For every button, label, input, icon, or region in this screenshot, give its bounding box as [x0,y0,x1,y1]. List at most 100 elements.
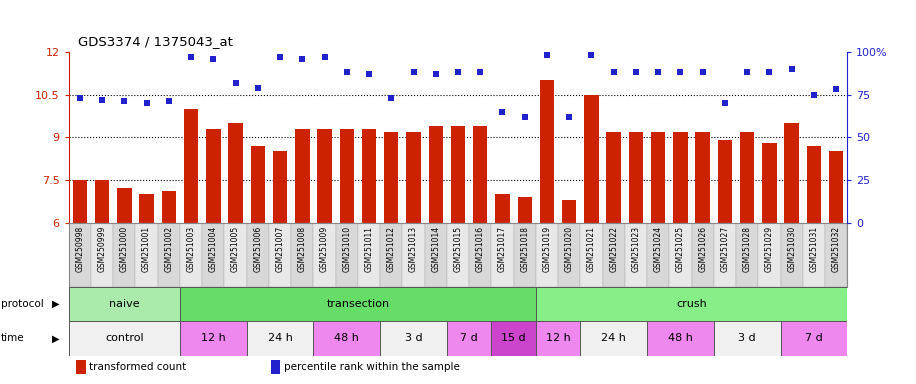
Text: ▶: ▶ [52,333,60,343]
Bar [692,223,714,286]
Text: time: time [1,333,25,343]
Bar [606,131,621,223]
Text: GSM251022: GSM251022 [609,226,618,272]
Point [273,54,288,60]
Bar [313,223,335,286]
Text: 3 d: 3 d [405,333,422,343]
Text: transection: transection [326,299,389,309]
Text: GSM250998: GSM250998 [75,226,84,272]
Bar [271,361,280,374]
Bar [447,223,469,286]
Bar [603,223,625,286]
Text: 7 d: 7 d [460,333,478,343]
Point [429,71,443,77]
Text: GSM251017: GSM251017 [498,226,507,272]
Text: GSM251004: GSM251004 [209,226,218,272]
Text: 7 d: 7 d [805,333,823,343]
Text: GSM251023: GSM251023 [631,226,640,272]
Bar [384,131,398,223]
Text: GSM251024: GSM251024 [654,226,662,272]
Bar [251,146,265,223]
Point [228,79,243,86]
Text: GSM251031: GSM251031 [810,226,818,272]
Bar [69,223,91,286]
Text: GSM251019: GSM251019 [542,226,551,272]
Bar [518,197,532,223]
Text: 12 h: 12 h [201,333,225,343]
Bar [114,223,136,286]
Point [496,109,510,115]
Text: GSM251012: GSM251012 [387,226,396,272]
Text: protocol: protocol [1,299,44,309]
Bar [491,321,536,356]
Point [673,69,688,75]
Point [628,69,643,75]
Bar [670,223,692,286]
Bar [246,223,269,286]
Bar [740,131,755,223]
Point [473,69,487,75]
Point [807,91,822,98]
Point [72,95,87,101]
Bar [536,321,581,356]
Point [584,52,599,58]
Point [451,69,465,75]
Text: GSM251001: GSM251001 [142,226,151,272]
Text: GSM251005: GSM251005 [231,226,240,272]
Bar [807,146,821,223]
Bar [558,223,581,286]
Bar [447,321,491,356]
Bar [780,223,802,286]
Text: GSM251013: GSM251013 [409,226,418,272]
Bar [540,80,554,223]
Point [829,86,844,93]
Bar [829,151,844,223]
Bar [206,129,221,223]
Point [250,84,265,91]
Point [606,69,621,75]
Point [295,56,310,62]
Bar [762,143,777,223]
Bar [91,223,114,286]
Text: GSM251025: GSM251025 [676,226,685,272]
Text: GSM251011: GSM251011 [365,226,374,272]
Text: GSM251007: GSM251007 [276,226,285,272]
Text: 15 d: 15 d [501,333,526,343]
Bar [407,131,420,223]
Bar [136,223,158,286]
Text: GSM251029: GSM251029 [765,226,774,272]
Text: naive: naive [109,299,139,309]
Point [161,98,176,104]
Text: GSM251006: GSM251006 [254,226,262,272]
Point [139,100,154,106]
Point [206,56,221,62]
Text: GSM251008: GSM251008 [298,226,307,272]
Text: 12 h: 12 h [546,333,571,343]
Point [562,114,576,120]
Text: GSM251032: GSM251032 [832,226,841,272]
Bar [784,123,799,223]
Text: GSM251027: GSM251027 [721,226,729,272]
Point [117,98,132,104]
Point [740,69,755,75]
Bar [72,180,87,223]
Text: 24 h: 24 h [601,333,627,343]
Bar [625,223,647,286]
Bar [313,321,380,356]
Bar [77,361,86,374]
Text: GSM251002: GSM251002 [164,226,173,272]
Bar [362,129,376,223]
Text: GSM251020: GSM251020 [565,226,573,272]
Text: GSM250999: GSM250999 [98,226,106,272]
Text: percentile rank within the sample: percentile rank within the sample [284,362,460,372]
Bar [695,131,710,223]
Bar [429,126,443,223]
Point [762,69,777,75]
Bar [224,223,246,286]
Point [784,66,799,72]
Text: 3 d: 3 d [738,333,756,343]
Bar [491,223,514,286]
Text: GSM251026: GSM251026 [698,226,707,272]
Bar [161,191,176,223]
Bar [758,223,780,286]
